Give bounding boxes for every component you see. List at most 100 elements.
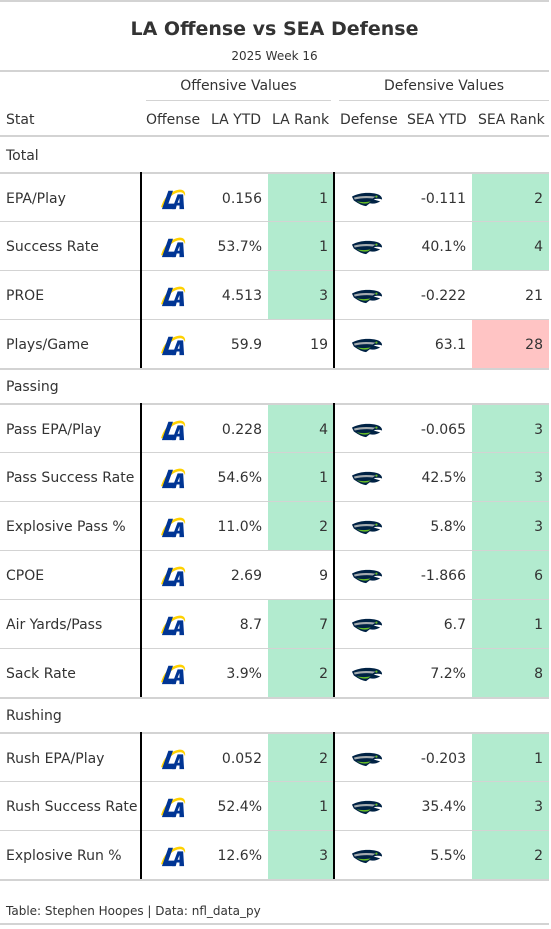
la-rank-cell: 1 [268,453,334,501]
group-bottom-rule [0,697,549,699]
sea-ytd-cell: -0.111 [420,191,466,207]
defense-logo-cell [334,271,400,319]
col-header-la-rank: LA Rank [272,112,330,128]
stat-cell: Sack Rate [6,666,76,682]
rams-logo-icon [158,187,188,211]
table-row: Explosive Pass % 11.0% 2 5.8% 3 [0,501,549,550]
la-rank-cell: 3 [268,271,334,319]
title-block: LA Offense vs SEA Defense 2025 Week 16 [0,0,549,72]
defense-logo-cell [334,600,400,648]
sea-rank-cell: 8 [472,649,549,697]
defense-logo-cell [334,831,400,879]
col-header-defense: Defense [340,112,398,128]
la-rank-cell: 19 [310,337,328,353]
la-rank-cell: 4 [268,405,334,453]
table-title: LA Offense vs SEA Defense [130,18,419,40]
offense-logo-cell [141,600,205,648]
la-rank-cell: 2 [268,502,334,550]
rams-logo-icon [158,235,188,259]
stat-cell: EPA/Play [6,191,66,207]
stat-cell: Explosive Pass % [6,519,126,535]
sea-ytd-cell: 35.4% [421,799,466,815]
offense-logo-cell [141,782,205,830]
la-rank-cell: 1 [268,782,334,830]
stat-cell: Pass Success Rate [6,470,135,486]
group-label: Rushing [6,708,62,724]
offense-logo-cell [141,222,205,270]
sea-rank-cell: 3 [472,405,549,453]
rams-logo-icon [158,613,188,637]
rams-logo-icon [158,515,188,539]
col-header-stat: Stat [6,112,35,128]
defense-logo-cell [334,782,400,830]
rams-logo-icon [158,662,188,686]
table-row: Sack Rate 3.9% 2 7.2% 8 [0,648,549,697]
offense-logo-cell [141,502,205,550]
table-row: Rush Success Rate 52.4% 1 35.4% 3 [0,781,549,830]
spanner-defensive-values: Defensive Values [339,78,549,101]
defense-logo-cell [334,551,400,599]
seahawks-logo-icon [351,337,383,354]
la-rank-cell: 2 [268,734,334,782]
table-footer: Table: Stephen Hoopes | Data: nfl_data_p… [0,897,549,925]
la-ytd-cell: 12.6% [217,848,262,864]
seahawks-logo-icon [351,666,383,683]
sea-rank-cell: 28 [472,320,549,368]
stat-cell: Success Rate [6,239,99,255]
col-header-sea-ytd: SEA YTD [407,112,467,128]
spanner-offensive-values: Offensive Values [146,78,331,101]
sea-ytd-cell: 42.5% [421,470,466,486]
offense-logo-cell [141,831,205,879]
stat-cell: PROE [6,288,45,304]
la-ytd-cell: 4.513 [221,288,262,304]
header-rule [0,135,549,137]
rams-logo-icon [158,284,188,308]
column-divider [140,172,142,368]
stat-cell: Rush Success Rate [6,799,138,815]
col-header-la-ytd: LA YTD [211,112,262,128]
offense-logo-cell [141,453,205,501]
la-ytd-cell: 53.7% [217,239,262,255]
defense-logo-cell [334,453,400,501]
la-rank-cell: 9 [319,568,328,584]
la-rank-cell: 3 [268,831,334,879]
offense-logo-cell [141,551,205,599]
group-bottom-rule [0,368,549,370]
la-rank-cell: 1 [268,222,334,270]
la-rank-cell: 2 [268,649,334,697]
sea-ytd-cell: -0.065 [420,422,466,438]
table-row: PROE 4.513 3 -0.222 21 [0,270,549,319]
column-divider [140,403,142,697]
rams-logo-icon [158,747,188,771]
offense-logo-cell [141,649,205,697]
rams-logo-icon [158,844,188,868]
sea-rank-cell: 4 [472,222,549,270]
column-divider [333,172,335,368]
sea-rank-cell: 6 [472,551,549,599]
la-rank-cell: 7 [268,600,334,648]
la-ytd-cell: 2.69 [230,568,262,584]
offense-logo-cell [141,405,205,453]
sea-ytd-cell: 7.2% [430,666,466,682]
la-ytd-cell: 59.9 [230,337,262,353]
la-ytd-cell: 0.228 [221,422,262,438]
table-row: Pass Success Rate 54.6% 1 42.5% 3 [0,452,549,501]
group-label: Total [6,148,39,164]
table-row: Air Yards/Pass 8.7 7 6.7 1 [0,599,549,648]
sea-rank-cell: 3 [472,782,549,830]
sea-rank-cell: 3 [472,502,549,550]
seahawks-logo-icon [351,470,383,487]
sea-rank-cell: 2 [472,174,549,222]
sea-rank-cell: 1 [472,600,549,648]
sea-ytd-cell: -0.222 [420,288,466,304]
table-row: Rush EPA/Play 0.052 2 -0.203 1 [0,732,549,782]
sea-rank-cell: 1 [472,734,549,782]
seahawks-logo-icon [351,568,383,585]
seahawks-logo-icon [351,617,383,634]
seahawks-logo-icon [351,799,383,816]
table-row: CPOE 2.69 9 -1.866 6 [0,550,549,599]
sea-rank-cell: 21 [525,288,543,304]
seahawks-logo-icon [351,239,383,256]
table-row: Explosive Run % 12.6% 3 5.5% 2 [0,830,549,879]
rams-logo-icon [158,466,188,490]
